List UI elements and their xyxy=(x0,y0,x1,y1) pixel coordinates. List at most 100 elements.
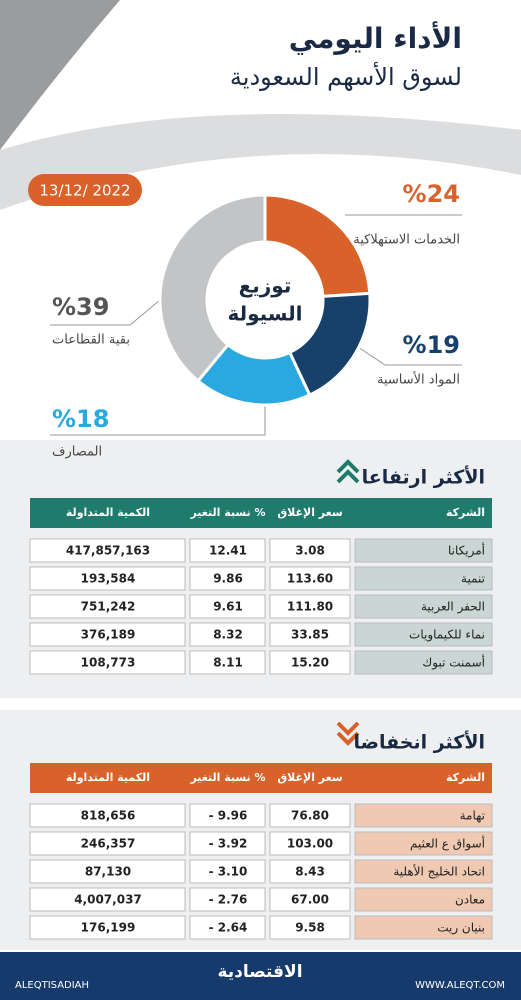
table-cell xyxy=(269,887,351,912)
footer-site: WWW.ALEQT.COM xyxy=(415,980,505,991)
table-text: 417,857,163 xyxy=(66,544,150,558)
leader xyxy=(50,299,161,326)
table-text: - 9.96 xyxy=(209,809,248,823)
table-cell xyxy=(269,803,351,828)
table-text: أسمنت تبوك xyxy=(422,655,485,671)
table-cell xyxy=(354,622,493,647)
table-cell xyxy=(354,859,493,884)
table-text: 8.11 xyxy=(213,656,243,670)
table-header: الكمية المتداولة xyxy=(66,771,150,784)
donut-slice xyxy=(263,193,372,298)
table-cell xyxy=(354,650,493,675)
table-cell xyxy=(29,566,186,591)
table-text: 76.80 xyxy=(291,809,329,823)
table-text: نماء للكيماويات xyxy=(409,628,485,643)
table-cell xyxy=(269,566,351,591)
swoosh xyxy=(0,0,120,150)
table-cell xyxy=(269,594,351,619)
value-label: %24 xyxy=(403,180,460,208)
table-text: 4,007,037 xyxy=(74,893,142,907)
table-cell xyxy=(354,831,493,856)
table-cell xyxy=(269,831,351,856)
table-text: 9.86 xyxy=(213,572,243,586)
up-icon xyxy=(336,469,360,484)
table-cell xyxy=(189,566,266,591)
table-cell xyxy=(354,915,493,940)
table-text: 113.60 xyxy=(287,572,333,586)
footer-handle: ALEQTISADIAH xyxy=(15,980,89,991)
footer-bg xyxy=(0,952,521,1000)
table-header: الشركة xyxy=(446,771,485,784)
table-cell xyxy=(29,803,186,828)
table-text: 15.20 xyxy=(291,656,329,670)
table-text: 751,242 xyxy=(81,600,136,614)
table-header: نسبة التغير % xyxy=(189,771,265,784)
table-text: 246,357 xyxy=(81,837,136,851)
table-text: 376,189 xyxy=(81,628,136,642)
table-cell xyxy=(269,622,351,647)
table-text: 103.00 xyxy=(287,837,333,851)
table-cell xyxy=(189,859,266,884)
table-cell xyxy=(189,915,266,940)
table-text: 87,130 xyxy=(85,865,131,879)
value-label: %39 xyxy=(52,293,109,321)
title: الأداء اليومي xyxy=(289,21,462,55)
table-text: - 2.76 xyxy=(209,893,248,907)
subtitle: لسوق الأسهم السعودية xyxy=(230,62,462,91)
table-text: - 2.64 xyxy=(209,921,248,935)
table-cell xyxy=(189,803,266,828)
table-header-bg xyxy=(30,763,492,793)
table-text: 33.85 xyxy=(291,628,329,642)
table-text: 9.61 xyxy=(213,600,243,614)
table-header-bg xyxy=(30,498,492,528)
table-cell xyxy=(269,538,351,563)
value-label: %19 xyxy=(403,331,460,359)
table-text: 193,584 xyxy=(81,572,136,586)
table-cell xyxy=(189,594,266,619)
table-text: الحفر العربية xyxy=(421,600,485,615)
table-cell xyxy=(189,538,266,563)
table-header: سعر الإغلاق xyxy=(277,506,342,519)
table-text: 176,199 xyxy=(81,921,136,935)
footer-brand: الاقتصادية xyxy=(217,962,302,982)
table-text: 111.80 xyxy=(287,600,333,614)
donut-center: السيولة xyxy=(227,302,302,326)
table-cell xyxy=(29,538,186,563)
table-text: 12.41 xyxy=(209,544,247,558)
table-text: - 3.10 xyxy=(209,865,248,879)
table-text: 3.08 xyxy=(295,544,325,558)
table-cell xyxy=(189,622,266,647)
table-text: معادن xyxy=(455,893,485,907)
table-cell xyxy=(354,887,493,912)
table-header: نسبة التغير % xyxy=(189,506,265,519)
category-label: الخدمات الاستهلاكية xyxy=(353,233,460,248)
table-text: 9.58 xyxy=(295,921,325,935)
table-cell xyxy=(29,622,186,647)
table-cell xyxy=(354,803,493,828)
table-cell xyxy=(29,915,186,940)
swoosh xyxy=(0,114,521,210)
table-text: 8.32 xyxy=(213,628,243,642)
down-icon xyxy=(336,721,360,736)
table-text: أمريكانا xyxy=(448,543,485,559)
donut-slice xyxy=(158,193,267,384)
table-cell xyxy=(29,859,186,884)
table-cell xyxy=(189,887,266,912)
table-cell xyxy=(189,831,266,856)
date: 13/12/ 2022 xyxy=(39,182,130,200)
table-cell xyxy=(354,566,493,591)
table-text: 108,773 xyxy=(81,656,136,670)
table-header: الشركة xyxy=(446,506,485,519)
value-label: %18 xyxy=(52,405,109,433)
category-label: المصارف xyxy=(52,445,102,460)
category-label: المواد الأساسية xyxy=(377,371,460,388)
table-cell xyxy=(189,650,266,675)
table-header: الكمية المتداولة xyxy=(66,506,150,519)
donut-center: توزيع xyxy=(239,274,292,298)
leader xyxy=(50,405,266,436)
section-title: الأكثر انخفاضا xyxy=(353,731,485,754)
table-cell xyxy=(29,831,186,856)
table-cell xyxy=(269,650,351,675)
table-cell xyxy=(29,594,186,619)
